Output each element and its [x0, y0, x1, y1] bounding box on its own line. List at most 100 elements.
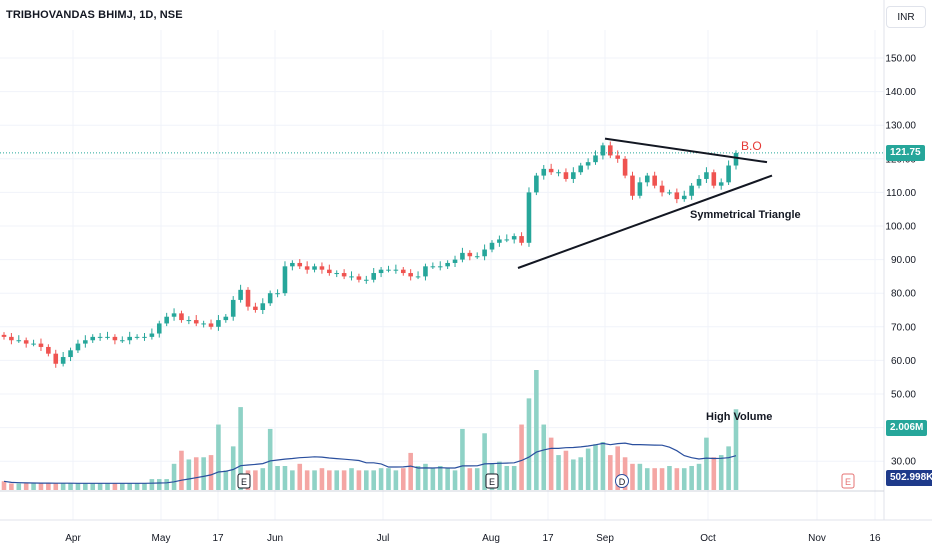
volume-bar: [667, 466, 672, 490]
candle-body: [9, 336, 14, 341]
candle: [526, 187, 532, 247]
candle: [238, 284, 243, 303]
candle-body: [105, 336, 110, 338]
currency-selector[interactable]: INR: [886, 6, 926, 28]
candle: [171, 308, 177, 321]
volume-bar: [452, 470, 458, 490]
volume-bar: [334, 470, 340, 490]
candle-body: [253, 306, 258, 310]
candle: [415, 271, 421, 280]
candle: [179, 310, 184, 323]
volume-bar: [275, 466, 280, 490]
time-tick-label: Apr: [65, 533, 81, 544]
candle: [482, 244, 487, 261]
volume-bar: [408, 452, 413, 490]
volume-bar: [297, 463, 303, 490]
candle: [423, 263, 428, 281]
candle: [341, 269, 347, 280]
candle-body: [489, 242, 495, 250]
volume-bar: [415, 466, 421, 490]
volume-bar: [282, 466, 288, 490]
volume-bar: [208, 455, 214, 490]
volume-bar: [704, 437, 709, 490]
candle: [245, 287, 251, 311]
volume-bar: [223, 470, 229, 490]
chart-title: TRIBHOVANDAS BHIMJ, 1D, NSE: [6, 9, 183, 21]
candle: [23, 337, 29, 348]
volume-bar: [460, 428, 465, 490]
candle: [556, 169, 561, 177]
candle: [600, 142, 606, 160]
volume-bar: [31, 483, 36, 490]
candle-body: [408, 273, 413, 277]
volume-bar: [349, 468, 354, 490]
volume-bar: [371, 470, 376, 490]
volume-bar: [681, 468, 687, 490]
candle: [718, 178, 724, 190]
event-marker: E: [485, 473, 499, 489]
candle-body: [504, 239, 510, 241]
candle: [53, 349, 59, 368]
candle-body: [519, 236, 524, 243]
candle-body: [223, 316, 229, 321]
candle: [186, 316, 192, 325]
volume-bar: [726, 446, 731, 490]
candle-body: [341, 273, 347, 277]
candle: [726, 160, 731, 186]
candle-body: [142, 336, 147, 338]
candle: [489, 240, 495, 253]
volume-bar: [563, 450, 569, 490]
candle-body: [541, 168, 547, 176]
candle: [334, 270, 340, 278]
candle: [563, 168, 569, 182]
candle-body: [696, 178, 702, 186]
candle: [349, 271, 354, 281]
earnings-marker: [841, 473, 855, 489]
candle-body: [327, 269, 332, 274]
candle-body: [585, 162, 591, 166]
candle-body: [733, 152, 739, 166]
candle-body: [726, 165, 731, 183]
event-marker-label: E: [845, 477, 851, 487]
candle: [622, 156, 628, 179]
volume-bar: [149, 479, 155, 490]
candle: [497, 235, 502, 247]
volume-bar: [585, 448, 591, 490]
candle: [593, 150, 598, 165]
volume-bar: [571, 459, 576, 490]
volume-bar: [97, 483, 103, 490]
event-marker-label: E: [241, 477, 247, 487]
time-tick-label: Jun: [267, 533, 283, 544]
triangle-lower-line: [517, 174, 773, 269]
candle-body: [97, 336, 103, 338]
price-tick-label: 50.00: [891, 390, 916, 401]
volume-bar: [171, 463, 177, 490]
volume-bar: [519, 424, 524, 490]
candle-body: [593, 155, 598, 163]
candle: [659, 180, 665, 197]
candle-body: [319, 266, 325, 270]
volume-bar: [9, 483, 14, 490]
last-price-tag: 121.75: [886, 144, 925, 161]
candle-body: [556, 172, 561, 174]
candle-body: [171, 313, 177, 317]
candle-body: [600, 145, 606, 156]
candle-body: [393, 269, 399, 271]
volume-bar: [142, 483, 147, 490]
volume-bar: [674, 468, 680, 490]
volume-bar: [90, 483, 96, 490]
candle: [260, 298, 266, 315]
candle-body: [297, 262, 303, 267]
volume-bar: [53, 483, 59, 490]
volume-bar: [497, 461, 502, 490]
candle-body: [718, 182, 724, 186]
volume-bar: [201, 457, 206, 490]
candle: [504, 234, 510, 243]
dividend-marker: [615, 474, 629, 488]
price-tick-label: 30.00: [891, 457, 916, 468]
candle: [445, 260, 450, 270]
candle-body: [423, 266, 428, 277]
candle-body: [356, 276, 362, 280]
candle-body: [193, 320, 199, 324]
